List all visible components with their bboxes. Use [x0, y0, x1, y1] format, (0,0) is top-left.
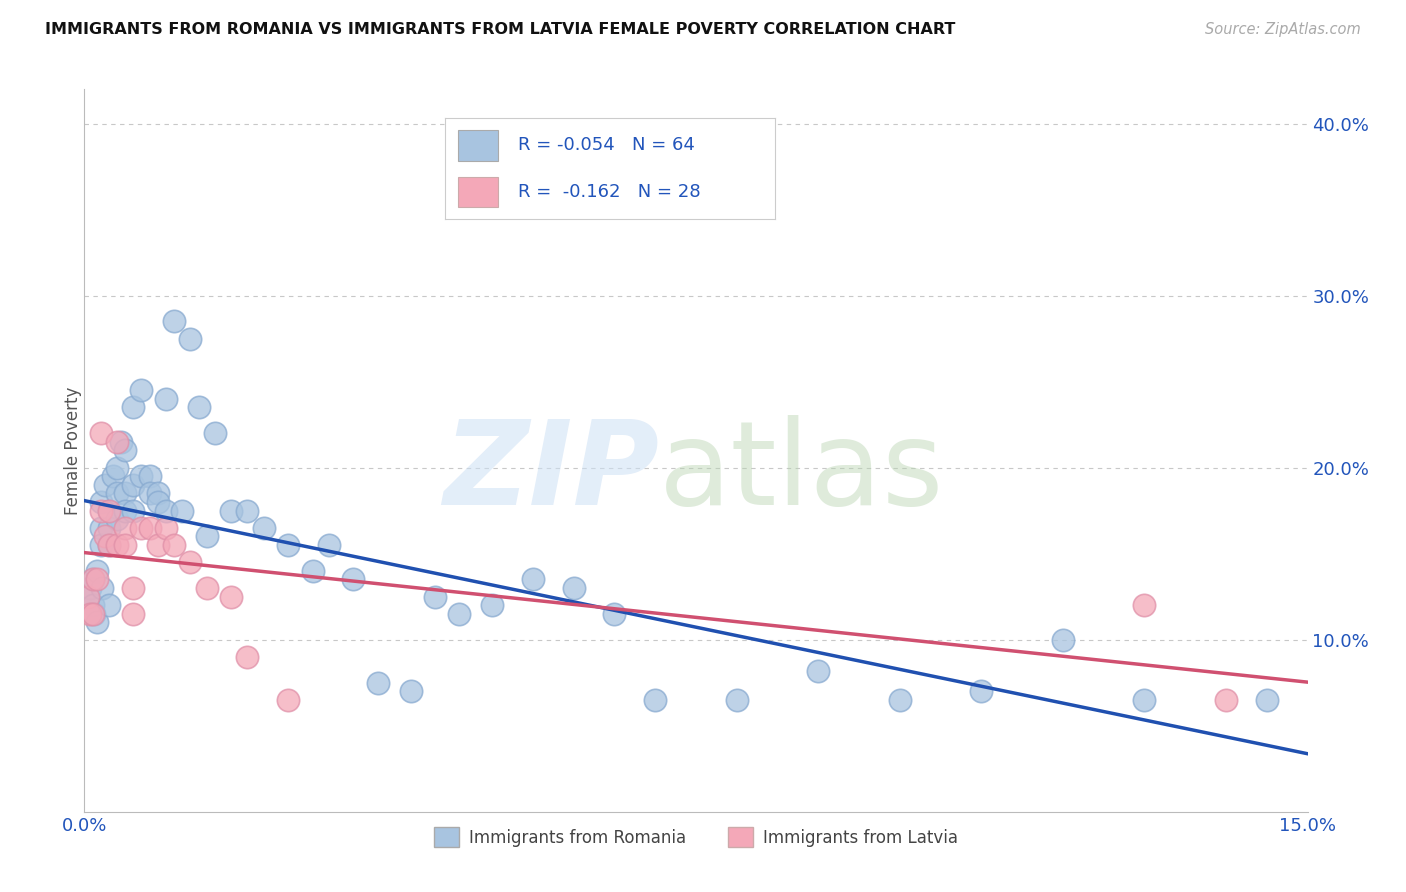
Point — [970, 684, 993, 698]
Legend: Immigrants from Romania, Immigrants from Latvia: Immigrants from Romania, Immigrants from… — [427, 821, 965, 854]
Point — [342, 573, 364, 587]
Point — [105, 434, 128, 449]
Point — [155, 521, 177, 535]
Point — [522, 573, 544, 587]
Point — [90, 426, 112, 441]
Point — [105, 460, 128, 475]
Point — [423, 590, 446, 604]
Point — [105, 486, 128, 500]
Point — [122, 607, 145, 621]
Point — [97, 599, 120, 613]
Point — [277, 693, 299, 707]
Point — [449, 607, 471, 621]
Point — [146, 538, 169, 552]
Point — [131, 384, 153, 398]
Point — [122, 581, 145, 595]
Point — [86, 564, 108, 578]
Point — [219, 503, 242, 517]
Point — [77, 590, 100, 604]
Point — [90, 521, 112, 535]
Point — [644, 693, 666, 707]
Point — [91, 581, 114, 595]
Point — [146, 486, 169, 500]
Point — [114, 521, 136, 535]
Point — [97, 503, 120, 517]
Point — [1133, 693, 1156, 707]
Point — [90, 495, 112, 509]
Point — [179, 555, 201, 569]
Point — [155, 392, 177, 406]
Point — [97, 538, 120, 552]
Point — [90, 538, 112, 552]
Point — [77, 590, 100, 604]
Point — [114, 486, 136, 500]
Point — [79, 607, 101, 621]
Point — [82, 607, 104, 621]
Point — [131, 521, 153, 535]
Point — [1256, 693, 1278, 707]
Point — [90, 503, 112, 517]
Point — [122, 401, 145, 415]
Point — [138, 469, 160, 483]
Point — [97, 503, 120, 517]
Point — [725, 693, 748, 707]
Text: ZIP: ZIP — [443, 415, 659, 530]
Point — [93, 478, 115, 492]
Point — [114, 503, 136, 517]
Point — [101, 469, 124, 483]
Point — [179, 332, 201, 346]
Point — [163, 314, 186, 328]
Point — [172, 503, 194, 517]
Point — [163, 538, 186, 552]
Point — [187, 401, 209, 415]
Point — [146, 495, 169, 509]
Point — [122, 503, 145, 517]
Point — [155, 503, 177, 517]
Point — [105, 512, 128, 526]
Point — [82, 573, 104, 587]
Point — [97, 521, 120, 535]
Point — [138, 486, 160, 500]
Point — [86, 615, 108, 630]
Point — [253, 521, 276, 535]
Y-axis label: Female Poverty: Female Poverty — [65, 386, 82, 515]
Point — [79, 581, 101, 595]
Point — [219, 590, 242, 604]
Point — [318, 538, 340, 552]
Point — [97, 538, 120, 552]
Point — [82, 599, 104, 613]
Point — [367, 675, 389, 690]
Point — [93, 529, 115, 543]
Point — [301, 564, 323, 578]
Point — [481, 599, 503, 613]
Point — [122, 478, 145, 492]
Point — [562, 581, 585, 595]
Point — [277, 538, 299, 552]
Point — [1215, 693, 1237, 707]
Point — [83, 607, 105, 621]
Point — [889, 693, 911, 707]
Point — [131, 469, 153, 483]
Point — [82, 573, 104, 587]
Point — [1052, 632, 1074, 647]
Point — [204, 426, 226, 441]
Text: atlas: atlas — [659, 415, 945, 530]
Text: IMMIGRANTS FROM ROMANIA VS IMMIGRANTS FROM LATVIA FEMALE POVERTY CORRELATION CHA: IMMIGRANTS FROM ROMANIA VS IMMIGRANTS FR… — [45, 22, 955, 37]
Point — [110, 434, 132, 449]
Point — [807, 664, 830, 678]
Point — [195, 581, 218, 595]
Point — [399, 684, 422, 698]
Point — [114, 443, 136, 458]
Point — [86, 573, 108, 587]
Point — [105, 538, 128, 552]
Point — [603, 607, 626, 621]
Text: Source: ZipAtlas.com: Source: ZipAtlas.com — [1205, 22, 1361, 37]
Point — [1133, 599, 1156, 613]
Point — [236, 649, 259, 664]
Point — [236, 503, 259, 517]
Point — [114, 538, 136, 552]
Point — [138, 521, 160, 535]
Point — [195, 529, 218, 543]
